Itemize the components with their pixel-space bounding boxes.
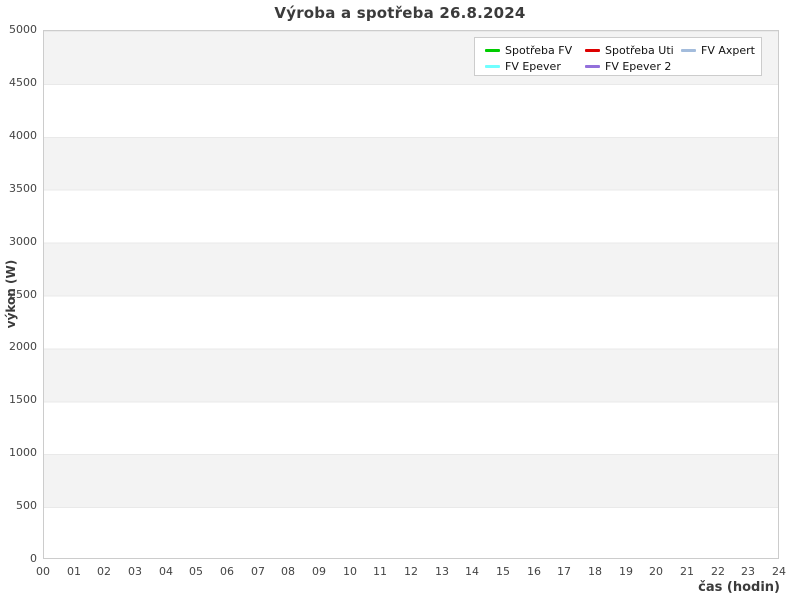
legend-item-fv-epever-2: FV Epever 2 — [585, 60, 681, 73]
x-tick-label: 17 — [557, 565, 571, 578]
x-tick-label: 24 — [772, 565, 786, 578]
x-tick-label: 20 — [649, 565, 663, 578]
x-tick-label: 05 — [189, 565, 203, 578]
x-tick-label: 19 — [619, 565, 633, 578]
y-tick-label: 4500 — [9, 76, 37, 89]
legend-label-fv-axpert: FV Axpert — [701, 43, 755, 57]
legend-label-spotreba-uti: Spotřeba Uti — [605, 43, 674, 57]
x-tick-label: 07 — [251, 565, 265, 578]
y-tick-label: 3000 — [9, 235, 37, 248]
x-tick-label: 00 — [36, 565, 50, 578]
x-tick-label: 03 — [128, 565, 142, 578]
x-tick-label: 16 — [527, 565, 541, 578]
legend-swatch-spotreba-fv — [485, 48, 500, 52]
x-tick-label: 09 — [312, 565, 326, 578]
x-tick-label: 12 — [404, 565, 418, 578]
y-tick-label: 2000 — [9, 340, 37, 353]
legend-item-spotreba-uti: Spotřeba Uti — [585, 44, 681, 57]
x-tick-label: 04 — [159, 565, 173, 578]
legend-swatch-fv-epever — [485, 64, 500, 68]
x-tick-label: 08 — [281, 565, 295, 578]
legend-label-spotreba-fv: Spotřeba FV — [505, 43, 573, 57]
y-tick-label: 2500 — [9, 288, 37, 301]
legend-item-fv-epever: FV Epever — [485, 60, 585, 73]
x-tick-label: 14 — [465, 565, 479, 578]
x-tick-label: 02 — [97, 565, 111, 578]
x-tick-label: 22 — [711, 565, 725, 578]
x-tick-label: 11 — [373, 565, 387, 578]
chart-title: Výroba a spotřeba 26.8.2024 — [274, 4, 526, 22]
x-tick-label: 01 — [67, 565, 81, 578]
y-tick-label: 5000 — [9, 23, 37, 36]
x-tick-label: 13 — [435, 565, 449, 578]
legend-label-fv-epever-2: FV Epever 2 — [605, 59, 672, 73]
legend-label-fv-epever: FV Epever — [505, 59, 561, 73]
y-tick-label: 1000 — [9, 446, 37, 459]
x-tick-label: 18 — [588, 565, 602, 578]
legend-swatch-fv-axpert — [681, 48, 696, 52]
y-tick-label: 4000 — [9, 129, 37, 142]
y-tick-label: 500 — [16, 499, 37, 512]
legend-swatch-fv-epever-2 — [585, 64, 600, 68]
x-axis-title: čas (hodin) — [698, 580, 780, 595]
legend-item-spotreba-fv: Spotřeba FV — [485, 44, 585, 57]
y-tick-label: 3500 — [9, 182, 37, 195]
legend-item-fv-axpert: FV Axpert — [681, 44, 761, 57]
legend: Spotřeba FV Spotřeba Uti FV Axpert FV Ep… — [474, 37, 762, 76]
x-tick-label: 21 — [680, 565, 694, 578]
y-tick-label: 1500 — [9, 393, 37, 406]
x-tick-label: 10 — [343, 565, 357, 578]
y-tick-label: 0 — [30, 552, 37, 565]
x-tick-label: 23 — [741, 565, 755, 578]
x-tick-label: 15 — [496, 565, 510, 578]
plot-area — [43, 30, 779, 559]
legend-swatch-spotreba-uti — [585, 48, 600, 52]
x-tick-label: 06 — [220, 565, 234, 578]
